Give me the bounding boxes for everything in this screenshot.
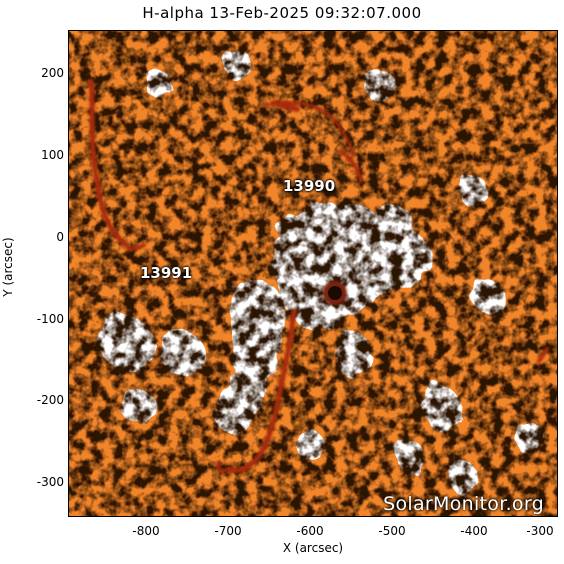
y-axis-label: Y (arcsec) bbox=[1, 237, 15, 297]
y-tick-label: -100 bbox=[36, 312, 64, 326]
x-tick-label: -500 bbox=[378, 524, 406, 538]
x-axis-label: X (arcsec) bbox=[282, 541, 344, 555]
y-tick-label: -200 bbox=[36, 393, 64, 407]
filaments bbox=[88, 78, 549, 473]
y-tick-label: -300 bbox=[36, 475, 64, 489]
x-tick-label: -300 bbox=[526, 524, 554, 538]
x-tick-label: -700 bbox=[214, 524, 242, 538]
image-title: H-alpha 13-Feb-2025 09:32:07.000 bbox=[142, 4, 422, 22]
x-tick-label: -800 bbox=[132, 524, 160, 538]
y-tick-label: 100 bbox=[41, 148, 64, 162]
y-tick-label: 0 bbox=[56, 230, 64, 244]
x-tick-label: -600 bbox=[296, 524, 324, 538]
fibril-texture bbox=[69, 31, 557, 516]
sunspot bbox=[323, 281, 347, 305]
active-region-label-13991: 13991 bbox=[140, 264, 193, 282]
halpha-image bbox=[68, 30, 558, 517]
solar-map bbox=[69, 31, 557, 516]
y-tick-label: 200 bbox=[41, 66, 64, 80]
active-region-label-13990: 13990 bbox=[283, 177, 336, 195]
x-tick-label: -400 bbox=[460, 524, 488, 538]
watermark: SolarMonitor.org bbox=[383, 493, 544, 515]
